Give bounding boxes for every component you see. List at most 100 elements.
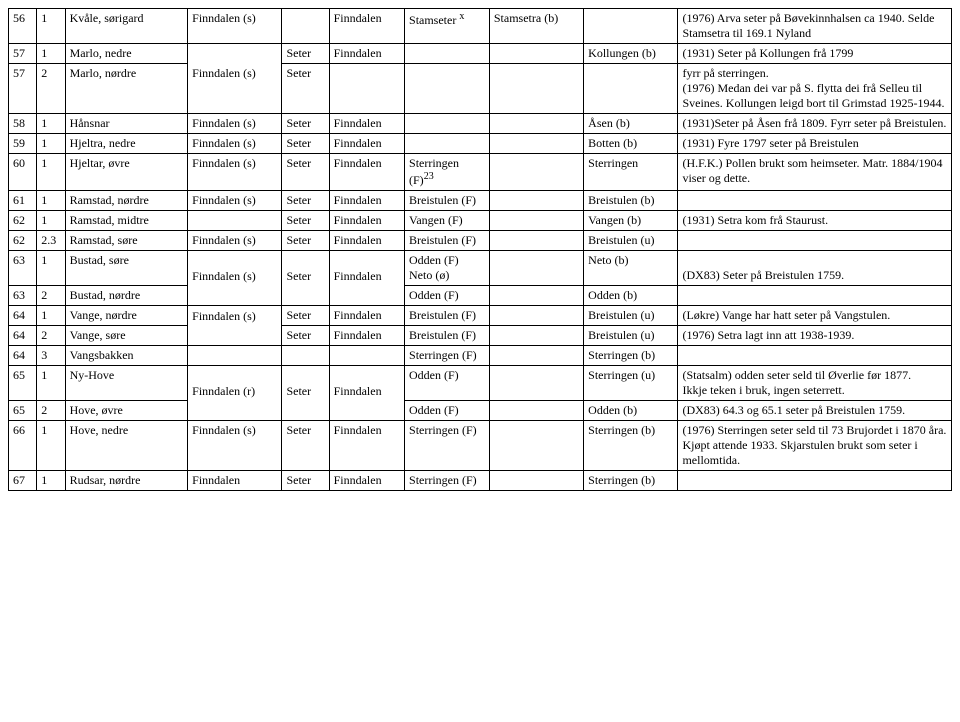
cell xyxy=(489,191,583,211)
table-row: 59 1 Hjeltra, nedre Finndalen (s) Seter … xyxy=(9,134,952,154)
cell xyxy=(188,401,282,421)
cell: 58 xyxy=(9,114,37,134)
cell: 64 xyxy=(9,306,37,326)
cell: 1 xyxy=(37,471,65,491)
cell: Odden (F) xyxy=(405,366,490,401)
cell: Finndalen (r) xyxy=(188,366,282,401)
cell: Odden (b) xyxy=(584,401,678,421)
cell xyxy=(678,471,952,491)
cell xyxy=(489,286,583,306)
cell xyxy=(489,251,583,286)
cell: Finndalen (s) xyxy=(188,306,282,326)
table-row: 63 2 Bustad, nørdre Odden (F) Odden (b) xyxy=(9,286,952,306)
cell: Finndalen (s) xyxy=(188,231,282,251)
cell xyxy=(489,471,583,491)
cell: 57 xyxy=(9,44,37,64)
cell: 56 xyxy=(9,9,37,44)
cell: Sterringen (b) xyxy=(584,471,678,491)
cell: Finndalen (s) xyxy=(188,114,282,134)
cell xyxy=(489,306,583,326)
table-row: 57 2 Marlo, nørdre Finndalen (s) Seter f… xyxy=(9,64,952,114)
cell xyxy=(188,44,282,64)
cell: 65 xyxy=(9,401,37,421)
cell: 67 xyxy=(9,471,37,491)
cell: Seter xyxy=(282,64,329,114)
cell: Sterringen (u) xyxy=(584,366,678,401)
cell: 57 xyxy=(9,64,37,114)
cell: Sterringen (F) xyxy=(405,421,490,471)
table-row: 58 1 Hånsnar Finndalen (s) Seter Finndal… xyxy=(9,114,952,134)
cell: (Løkre) Vange har hatt seter på Vangstul… xyxy=(678,306,952,326)
cell xyxy=(282,286,329,306)
cell: Finndalen xyxy=(329,44,404,64)
cell: Marlo, nedre xyxy=(65,44,188,64)
table-row: 63 1 Bustad, søre Finndalen (s) Seter Fi… xyxy=(9,251,952,286)
cell xyxy=(489,134,583,154)
data-table: 56 1 Kvåle, sørigard Finndalen (s) Finnd… xyxy=(8,8,952,491)
table-row: 57 1 Marlo, nedre Seter Finndalen Kollun… xyxy=(9,44,952,64)
cell: 65 xyxy=(9,366,37,401)
cell: Hjeltar, øvre xyxy=(65,154,188,191)
cell: Finndalen xyxy=(329,114,404,134)
cell: Finndalen (s) xyxy=(188,134,282,154)
cell: (1931) Seter på Kollungen frå 1799 xyxy=(678,44,952,64)
cell: Breistulen (F) xyxy=(405,306,490,326)
cell: Seter xyxy=(282,154,329,191)
cell xyxy=(489,44,583,64)
cell: 63 xyxy=(9,286,37,306)
cell: Bustad, nørdre xyxy=(65,286,188,306)
cell: 1 xyxy=(37,44,65,64)
cell: Bustad, søre xyxy=(65,251,188,286)
cell: Finndalen (s) xyxy=(188,251,282,286)
cell: Rudsar, nørdre xyxy=(65,471,188,491)
cell: Finndalen xyxy=(329,191,404,211)
cell: 66 xyxy=(9,421,37,471)
cell xyxy=(282,9,329,44)
cell: Botten (b) xyxy=(584,134,678,154)
cell: Breistulen (b) xyxy=(584,191,678,211)
table-row: 61 1 Ramstad, nørdre Finndalen (s) Seter… xyxy=(9,191,952,211)
cell: Breistulen (F) xyxy=(405,191,490,211)
cell xyxy=(329,401,404,421)
cell: Finndalen xyxy=(329,154,404,191)
cell: 1 xyxy=(37,154,65,191)
cell: Breistulen (u) xyxy=(584,231,678,251)
cell: Vange, søre xyxy=(65,326,188,346)
cell xyxy=(489,154,583,191)
cell: Seter xyxy=(282,211,329,231)
cell: 1 xyxy=(37,306,65,326)
cell: Seter xyxy=(282,471,329,491)
cell: 1 xyxy=(37,9,65,44)
cell: 2 xyxy=(37,401,65,421)
cell: Breistulen (u) xyxy=(584,306,678,326)
cell: Breistulen (u) xyxy=(584,326,678,346)
cell: Odden (F) xyxy=(405,286,490,306)
cell: (1976) Setra lagt inn att 1938-1939. xyxy=(678,326,952,346)
cell: 59 xyxy=(9,134,37,154)
cell: 2 xyxy=(37,326,65,346)
table-row: 67 1 Rudsar, nørdre Finndalen Seter Finn… xyxy=(9,471,952,491)
cell xyxy=(489,401,583,421)
cell: Finndalen xyxy=(329,9,404,44)
table-row: 66 1 Hove, nedre Finndalen (s) Seter Fin… xyxy=(9,421,952,471)
cell: Ramstad, søre xyxy=(65,231,188,251)
table-row: 56 1 Kvåle, sørigard Finndalen (s) Finnd… xyxy=(9,9,952,44)
cell: 2 xyxy=(37,286,65,306)
cell: 1 xyxy=(37,211,65,231)
cell: Hjeltra, nedre xyxy=(65,134,188,154)
cell: Ny-Hove xyxy=(65,366,188,401)
cell xyxy=(329,286,404,306)
cell: Marlo, nørdre xyxy=(65,64,188,114)
cell: (DX83) Seter på Breistulen 1759. xyxy=(678,251,952,286)
cell xyxy=(489,346,583,366)
cell: Finndalen xyxy=(329,251,404,286)
cell: Vangen (b) xyxy=(584,211,678,231)
cell: Hånsnar xyxy=(65,114,188,134)
cell: 62 xyxy=(9,211,37,231)
cell: Finndalen (s) xyxy=(188,64,282,114)
cell: Seter xyxy=(282,306,329,326)
cell xyxy=(678,231,952,251)
cell: 63 xyxy=(9,251,37,286)
cell: Breistulen (F) xyxy=(405,231,490,251)
cell xyxy=(188,326,282,346)
